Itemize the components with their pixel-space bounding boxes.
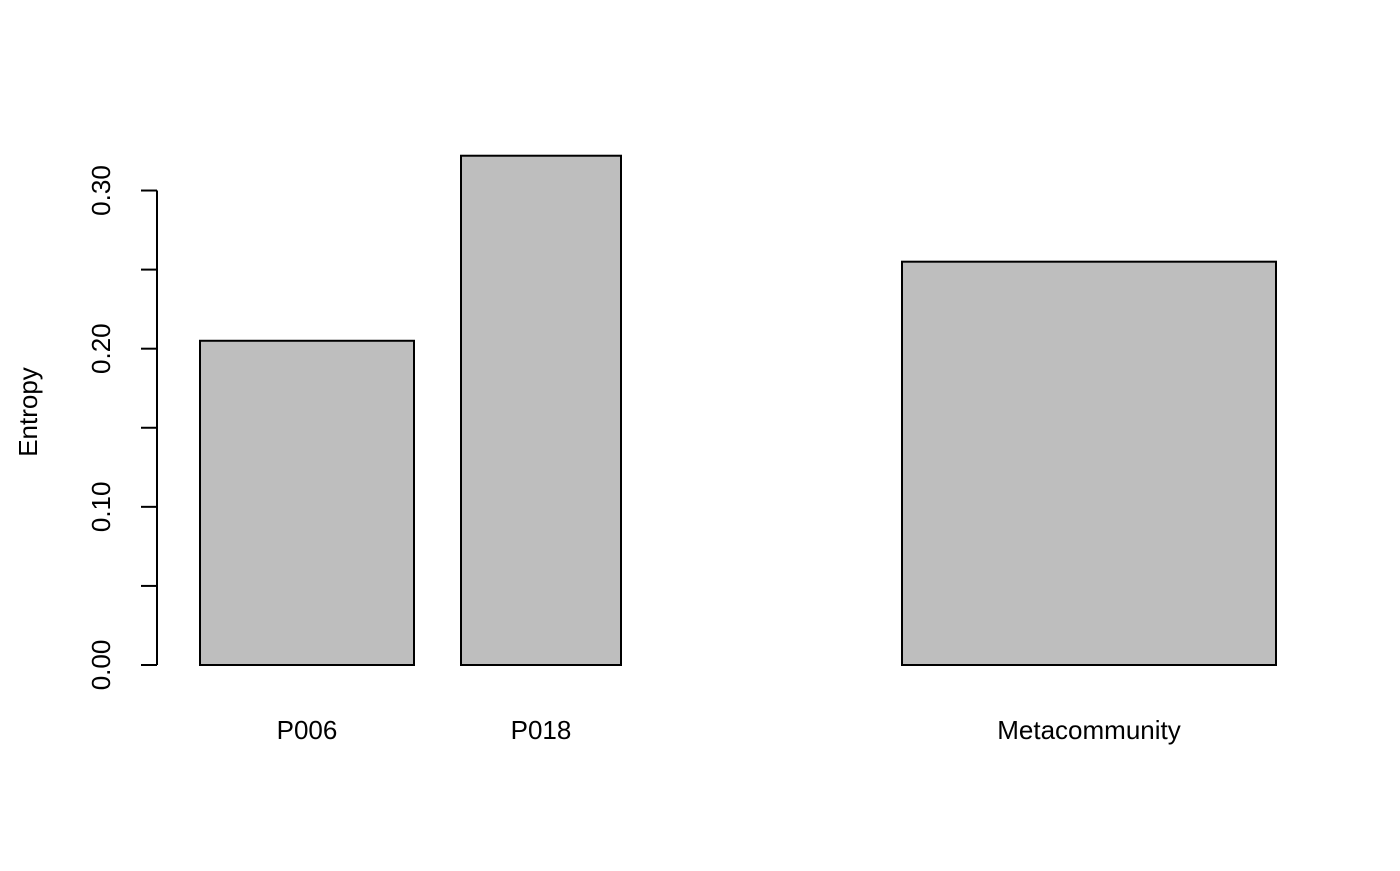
y-tick-label: 0.10 — [86, 482, 116, 533]
x-category-label: P006 — [277, 715, 338, 745]
bar-p018 — [460, 154, 622, 666]
bar-p006 — [199, 339, 415, 666]
x-category-label: Metacommunity — [997, 715, 1181, 745]
y-tick-label: 0.20 — [86, 323, 116, 374]
y-tick-label: 0.00 — [86, 640, 116, 691]
y-axis-title: Entropy — [13, 367, 43, 457]
x-category-label: P018 — [511, 715, 572, 745]
bar-metacommunity — [901, 260, 1277, 666]
bars-layer — [199, 154, 1277, 666]
y-axis: 0.00 0.10 0.20 0.30 — [86, 165, 158, 691]
y-tick-label: 0.30 — [86, 165, 116, 216]
x-axis-labels: P006 P018 Metacommunity — [277, 715, 1181, 745]
